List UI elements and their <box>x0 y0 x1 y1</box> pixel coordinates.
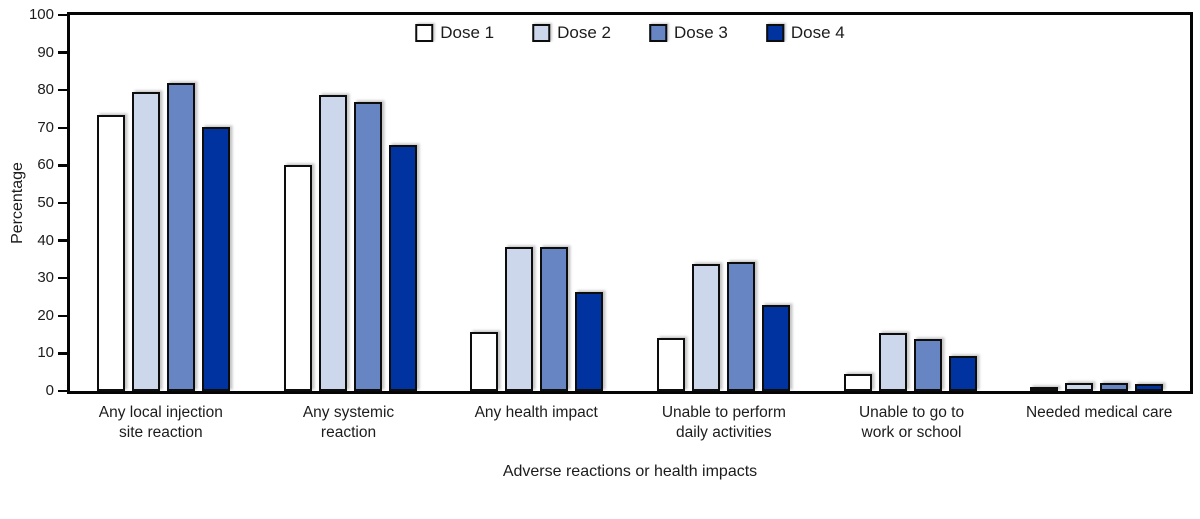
category-label: Needed medical care <box>1025 404 1173 421</box>
y-tick-mark <box>58 352 67 355</box>
bar-dose3 <box>1100 383 1129 391</box>
y-tick-label: 70 <box>37 118 54 136</box>
y-tick-label: 20 <box>37 306 54 324</box>
bar-group <box>443 15 630 391</box>
y-tick-mark <box>58 201 67 205</box>
y-tick-label: 10 <box>37 344 54 362</box>
category-label: Unable to go to work or school <box>858 404 965 441</box>
y-tick-label: 100 <box>28 6 54 23</box>
bar-dose2 <box>318 95 347 391</box>
legend-label: Dose 4 <box>790 23 845 42</box>
bar-group <box>630 15 817 391</box>
plot-area <box>67 12 1193 394</box>
bar-dose4 <box>388 145 417 391</box>
y-tick-mark <box>58 13 67 17</box>
y-tick-mark <box>58 389 67 393</box>
bar-dose3 <box>166 83 195 391</box>
bar-group <box>70 15 257 391</box>
y-tick-label: 0 <box>45 382 54 399</box>
bar-dose4 <box>1135 384 1164 391</box>
bar-dose2 <box>878 333 907 391</box>
bar-dose4 <box>201 127 230 391</box>
y-tick-label: 90 <box>37 43 54 61</box>
bar-dose1 <box>96 115 125 391</box>
legend-label: Dose 2 <box>557 23 611 42</box>
y-tick-mark <box>58 276 67 280</box>
y-tick-label: 40 <box>37 231 54 249</box>
bar-dose3 <box>353 102 382 391</box>
category-label: Any health impact <box>474 404 598 421</box>
bar-dose4 <box>575 292 604 391</box>
legend-label: Dose 3 <box>674 23 728 42</box>
bar-dose2 <box>505 247 534 391</box>
y-tick-mark <box>58 314 67 318</box>
bar-dose3 <box>540 247 569 391</box>
y-tick-mark <box>58 239 67 242</box>
y-tick-mark <box>58 126 67 130</box>
category-label: Unable to perform daily activities <box>661 404 786 441</box>
legend: Dose 1 Dose 2 Dose 3 Dose 4 <box>415 23 845 43</box>
y-tick-label: 30 <box>37 269 54 287</box>
legend-label: Dose 1 <box>440 23 495 42</box>
y-tick-mark <box>58 88 67 92</box>
legend-swatch <box>649 24 667 42</box>
x-axis-category-labels: Any local injection site reaction Any syst… <box>67 403 1193 443</box>
bar-group <box>817 15 1004 391</box>
x-axis-title: Adverse reactions or health impacts <box>502 463 758 480</box>
y-tick-mark <box>58 164 67 167</box>
bar-dose2 <box>131 92 160 391</box>
y-tick-mark <box>58 51 67 54</box>
category-label: Any systemic reaction <box>302 404 395 441</box>
legend-swatch <box>765 24 784 42</box>
bar-dose3 <box>726 262 755 391</box>
bar-dose2 <box>691 264 720 391</box>
y-tick-label: 80 <box>37 81 54 99</box>
y-tick-label: 50 <box>37 194 54 211</box>
bar-dose1 <box>1030 387 1059 391</box>
bar-dose1 <box>283 165 312 391</box>
legend-item-dose1: Dose 1 <box>415 23 494 43</box>
legend-item-dose3: Dose 3 <box>649 23 728 43</box>
bar-groups <box>70 15 1190 391</box>
legend-swatch <box>532 24 551 42</box>
bar-dose4 <box>948 356 977 391</box>
bar-dose4 <box>761 305 790 391</box>
bar-group <box>257 15 444 391</box>
bar-dose3 <box>913 339 942 391</box>
legend-item-dose2: Dose 2 <box>532 23 611 43</box>
bar-dose1 <box>470 332 499 391</box>
legend-swatch <box>415 24 434 42</box>
bar-group <box>1003 15 1190 391</box>
bar-dose1 <box>843 374 872 391</box>
category-label: Any local injection site reaction <box>98 404 223 441</box>
bar-dose1 <box>656 338 685 391</box>
y-tick-label: 60 <box>37 156 54 174</box>
legend-item-dose4: Dose 4 <box>765 23 845 43</box>
bar-dose2 <box>1065 383 1094 391</box>
